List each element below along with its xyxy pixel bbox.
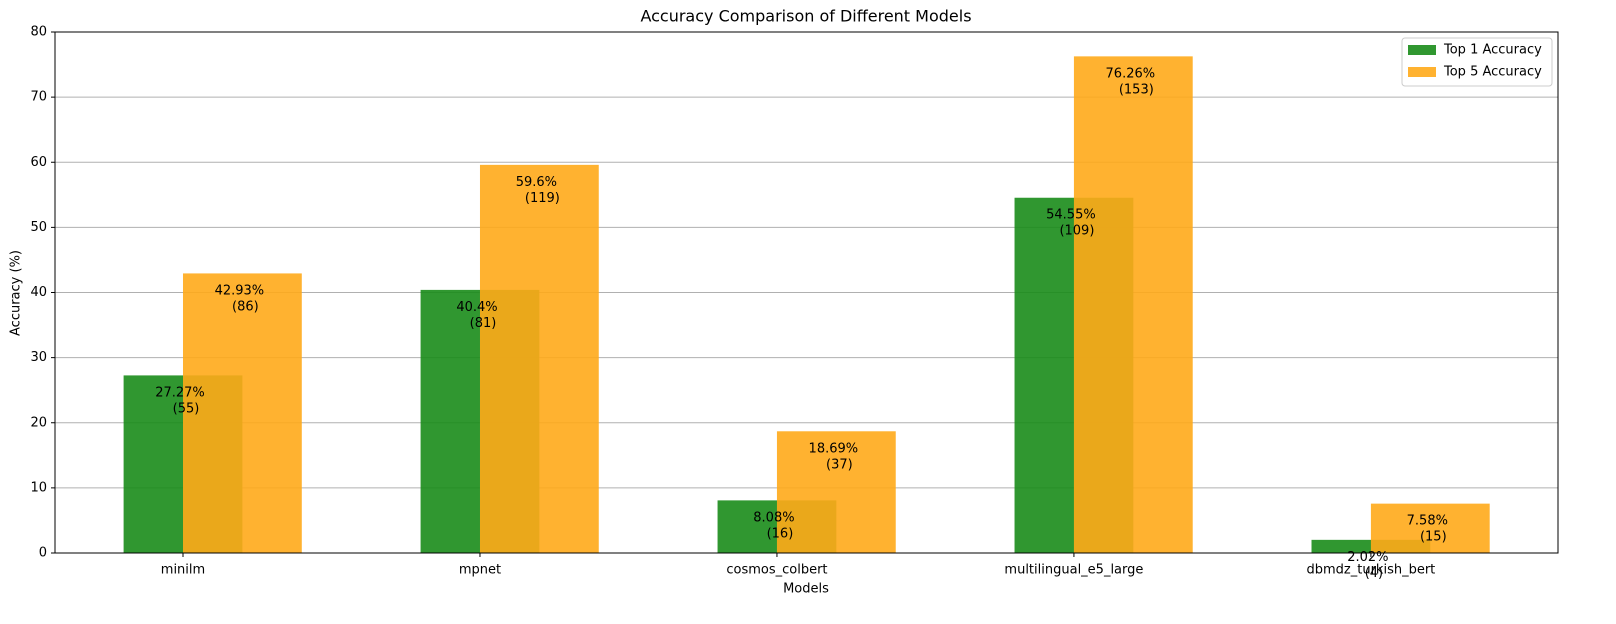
data-label: 42.93% (86) xyxy=(215,283,265,314)
data-label-line: (81) xyxy=(470,315,497,330)
y-tick-label: 0 xyxy=(39,546,47,561)
x-tick-label: minilm xyxy=(161,563,205,578)
data-label-line: (37) xyxy=(826,457,853,472)
plot-frame xyxy=(54,31,1559,554)
data-label-line: (109) xyxy=(1059,223,1094,238)
data-label-line: 8.08% xyxy=(753,510,794,525)
data-label: 18.69% (37) xyxy=(809,441,859,472)
data-label-line: 54.55% xyxy=(1046,207,1096,222)
y-axis-label: Accuracy (%) xyxy=(9,250,24,336)
data-label: 7.58% (15) xyxy=(1407,513,1448,544)
data-label-line: (4) xyxy=(1365,565,1383,580)
data-label-line: 27.27% xyxy=(155,385,205,400)
data-label: 54.55% (109) xyxy=(1046,207,1096,238)
legend-label: Top 5 Accuracy xyxy=(1443,65,1542,80)
x-tick-label: dbmdz_turkish_bert xyxy=(1307,563,1436,578)
bar xyxy=(776,431,896,553)
data-label-line: (55) xyxy=(173,401,200,416)
x-tick-label: cosmos_colbert xyxy=(726,563,827,578)
data-label-line: (16) xyxy=(767,526,794,541)
data-label: 40.4% (81) xyxy=(456,299,497,330)
bar xyxy=(1370,503,1490,553)
bar xyxy=(182,273,302,553)
data-label: 76.26% (153) xyxy=(1106,66,1156,97)
data-label: 8.08% (16) xyxy=(753,510,794,541)
legend-box xyxy=(1401,37,1553,87)
data-label-line: 40.4% xyxy=(456,299,497,314)
y-tick-label: 60 xyxy=(30,155,47,170)
bar xyxy=(1073,56,1193,553)
chart-title: Accuracy Comparison of Different Models xyxy=(640,7,971,26)
y-tick-label: 10 xyxy=(30,480,47,495)
data-label-line: 59.6% xyxy=(516,174,557,189)
data-label-line: 18.69% xyxy=(809,441,859,456)
data-label-line: 7.58% xyxy=(1407,513,1448,528)
data-label-line: (119) xyxy=(525,190,560,205)
data-label-line: (86) xyxy=(232,299,259,314)
data-label-line: 76.26% xyxy=(1106,66,1156,81)
y-tick-label: 70 xyxy=(30,90,47,105)
legend-swatch xyxy=(1408,45,1436,55)
bar xyxy=(479,164,599,554)
y-tick-label: 40 xyxy=(30,285,47,300)
data-label-line: 42.93% xyxy=(215,283,265,298)
y-tick-label: 80 xyxy=(30,25,47,40)
legend-swatch xyxy=(1408,67,1436,77)
x-axis-label: Models xyxy=(783,582,829,597)
y-tick-label: 20 xyxy=(30,415,47,430)
y-tick-label: 30 xyxy=(30,350,47,365)
legend-label: Top 1 Accuracy xyxy=(1443,43,1542,58)
data-label: 27.27% (55) xyxy=(155,385,205,416)
data-label-line: (153) xyxy=(1119,82,1154,97)
x-tick-label: multilingual_e5_large xyxy=(1004,563,1143,578)
data-label-line: (15) xyxy=(1420,529,1447,544)
x-tick-label: mpnet xyxy=(459,563,501,578)
data-label: 59.6% (119) xyxy=(516,174,560,205)
y-tick-label: 50 xyxy=(30,220,47,235)
